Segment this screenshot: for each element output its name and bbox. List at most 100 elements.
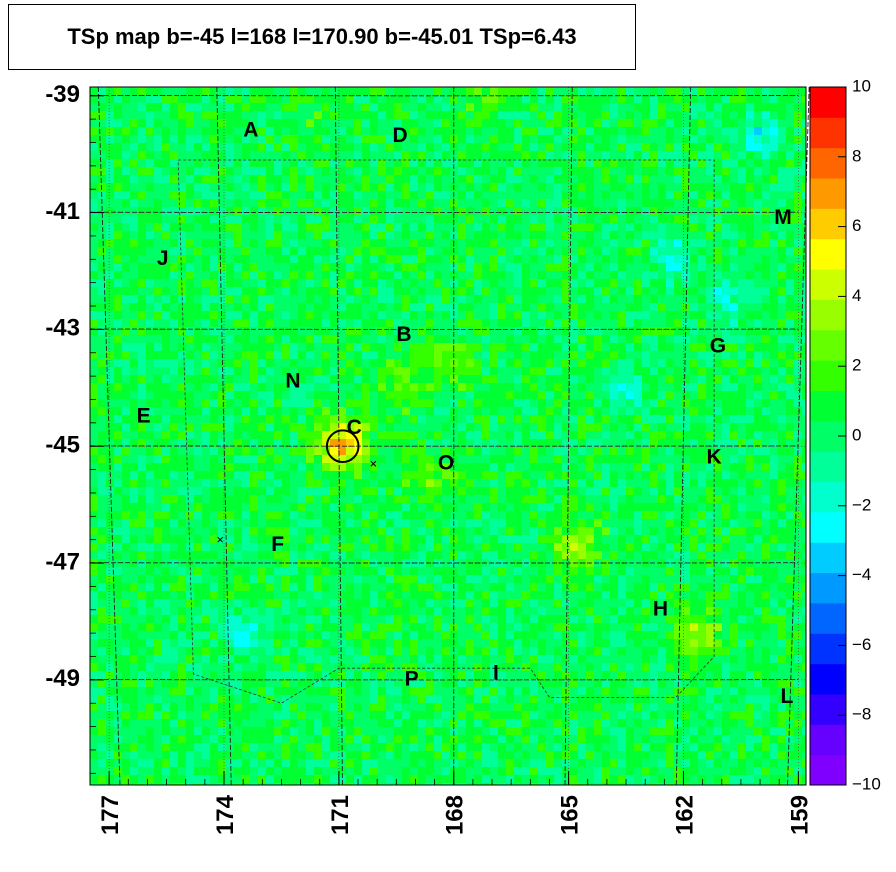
heatmap-cell — [682, 511, 690, 519]
heatmap-cell — [458, 351, 466, 359]
heatmap-cell — [458, 103, 466, 111]
heatmap-cell — [290, 399, 298, 407]
heatmap-cell — [562, 295, 570, 303]
heatmap-cell — [130, 295, 138, 303]
heatmap-cell — [370, 511, 378, 519]
heatmap-cell — [98, 423, 106, 431]
heatmap-cell — [722, 431, 730, 439]
heatmap-cell — [714, 479, 722, 487]
heatmap-cell — [626, 159, 634, 167]
heatmap-cell — [178, 415, 186, 423]
heatmap-cell — [642, 511, 650, 519]
heatmap-cell — [706, 207, 714, 215]
heatmap-cell — [258, 447, 266, 455]
heatmap-cell — [786, 431, 794, 439]
heatmap-cell — [138, 159, 146, 167]
heatmap-cell — [602, 255, 610, 263]
heatmap-cell — [194, 199, 202, 207]
heatmap-cell — [458, 303, 466, 311]
heatmap-cell — [506, 231, 514, 239]
heatmap-cell — [778, 495, 786, 503]
heatmap-cell — [306, 143, 314, 151]
heatmap-cell — [714, 87, 722, 95]
heatmap-cell — [690, 463, 698, 471]
heatmap-cell — [666, 431, 674, 439]
heatmap-cell — [130, 343, 138, 351]
heatmap-cell — [578, 351, 586, 359]
heatmap-cell — [746, 439, 754, 447]
heatmap-cell — [258, 391, 266, 399]
heatmap-cell — [394, 431, 402, 439]
heatmap-cell — [178, 527, 186, 535]
heatmap-cell — [402, 431, 410, 439]
heatmap-cell — [498, 431, 506, 439]
heatmap-cell — [626, 287, 634, 295]
heatmap-cell — [394, 143, 402, 151]
heatmap-cell — [706, 143, 714, 151]
heatmap-cell — [642, 247, 650, 255]
heatmap-cell — [186, 247, 194, 255]
heatmap-cell — [466, 127, 474, 135]
heatmap-cell — [106, 383, 114, 391]
heatmap-cell — [370, 191, 378, 199]
heatmap-cell — [306, 503, 314, 511]
heatmap-cell — [706, 311, 714, 319]
heatmap-cell — [706, 247, 714, 255]
heatmap-cell — [274, 407, 282, 415]
heatmap-cell — [706, 407, 714, 415]
heatmap-cell — [594, 367, 602, 375]
heatmap-cell — [282, 519, 290, 527]
heatmap-cell — [762, 439, 770, 447]
heatmap-cell — [362, 519, 370, 527]
heatmap-cell — [530, 199, 538, 207]
heatmap-cell — [146, 303, 154, 311]
heatmap-cell — [210, 175, 218, 183]
heatmap-cell — [162, 127, 170, 135]
heatmap-cell — [362, 255, 370, 263]
heatmap-cell — [658, 175, 666, 183]
heatmap-cell — [122, 471, 130, 479]
heatmap-cell — [314, 263, 322, 271]
heatmap-cell — [298, 471, 306, 479]
heatmap-cell — [778, 431, 786, 439]
heatmap-cell — [370, 391, 378, 399]
heatmap-cell — [194, 415, 202, 423]
heatmap-cell — [458, 279, 466, 287]
heatmap-cell — [402, 511, 410, 519]
heatmap-cell — [114, 303, 122, 311]
heatmap-cell — [706, 95, 714, 103]
heatmap-cell — [778, 207, 786, 215]
heatmap-cell — [466, 103, 474, 111]
heatmap-cell — [90, 511, 98, 519]
heatmap-cell — [386, 351, 394, 359]
heatmap-cell — [642, 303, 650, 311]
heatmap-cell — [178, 399, 186, 407]
heatmap-cell — [610, 343, 618, 351]
heatmap-cell — [274, 207, 282, 215]
heatmap-cell — [418, 119, 426, 127]
heatmap-cell — [242, 295, 250, 303]
heatmap-cell — [162, 367, 170, 375]
heatmap-cell — [594, 271, 602, 279]
heatmap-cell — [242, 303, 250, 311]
heatmap-cell — [514, 119, 522, 127]
heatmap-cell — [370, 383, 378, 391]
heatmap-cell — [194, 287, 202, 295]
heatmap-cell — [122, 311, 130, 319]
heatmap-cell — [578, 127, 586, 135]
heatmap-cell — [154, 255, 162, 263]
heatmap-cell — [458, 167, 466, 175]
heatmap-cell — [498, 287, 506, 295]
heatmap-cell — [594, 375, 602, 383]
heatmap-cell — [194, 399, 202, 407]
heatmap-cell — [682, 255, 690, 263]
heatmap-cell — [706, 503, 714, 511]
heatmap-cell — [482, 255, 490, 263]
heatmap-cell — [218, 415, 226, 423]
heatmap-cell — [338, 135, 346, 143]
heatmap-cell — [114, 375, 122, 383]
heatmap-cell — [90, 431, 98, 439]
heatmap-cell — [482, 311, 490, 319]
heatmap-cell — [234, 183, 242, 191]
heatmap-cell — [666, 143, 674, 151]
